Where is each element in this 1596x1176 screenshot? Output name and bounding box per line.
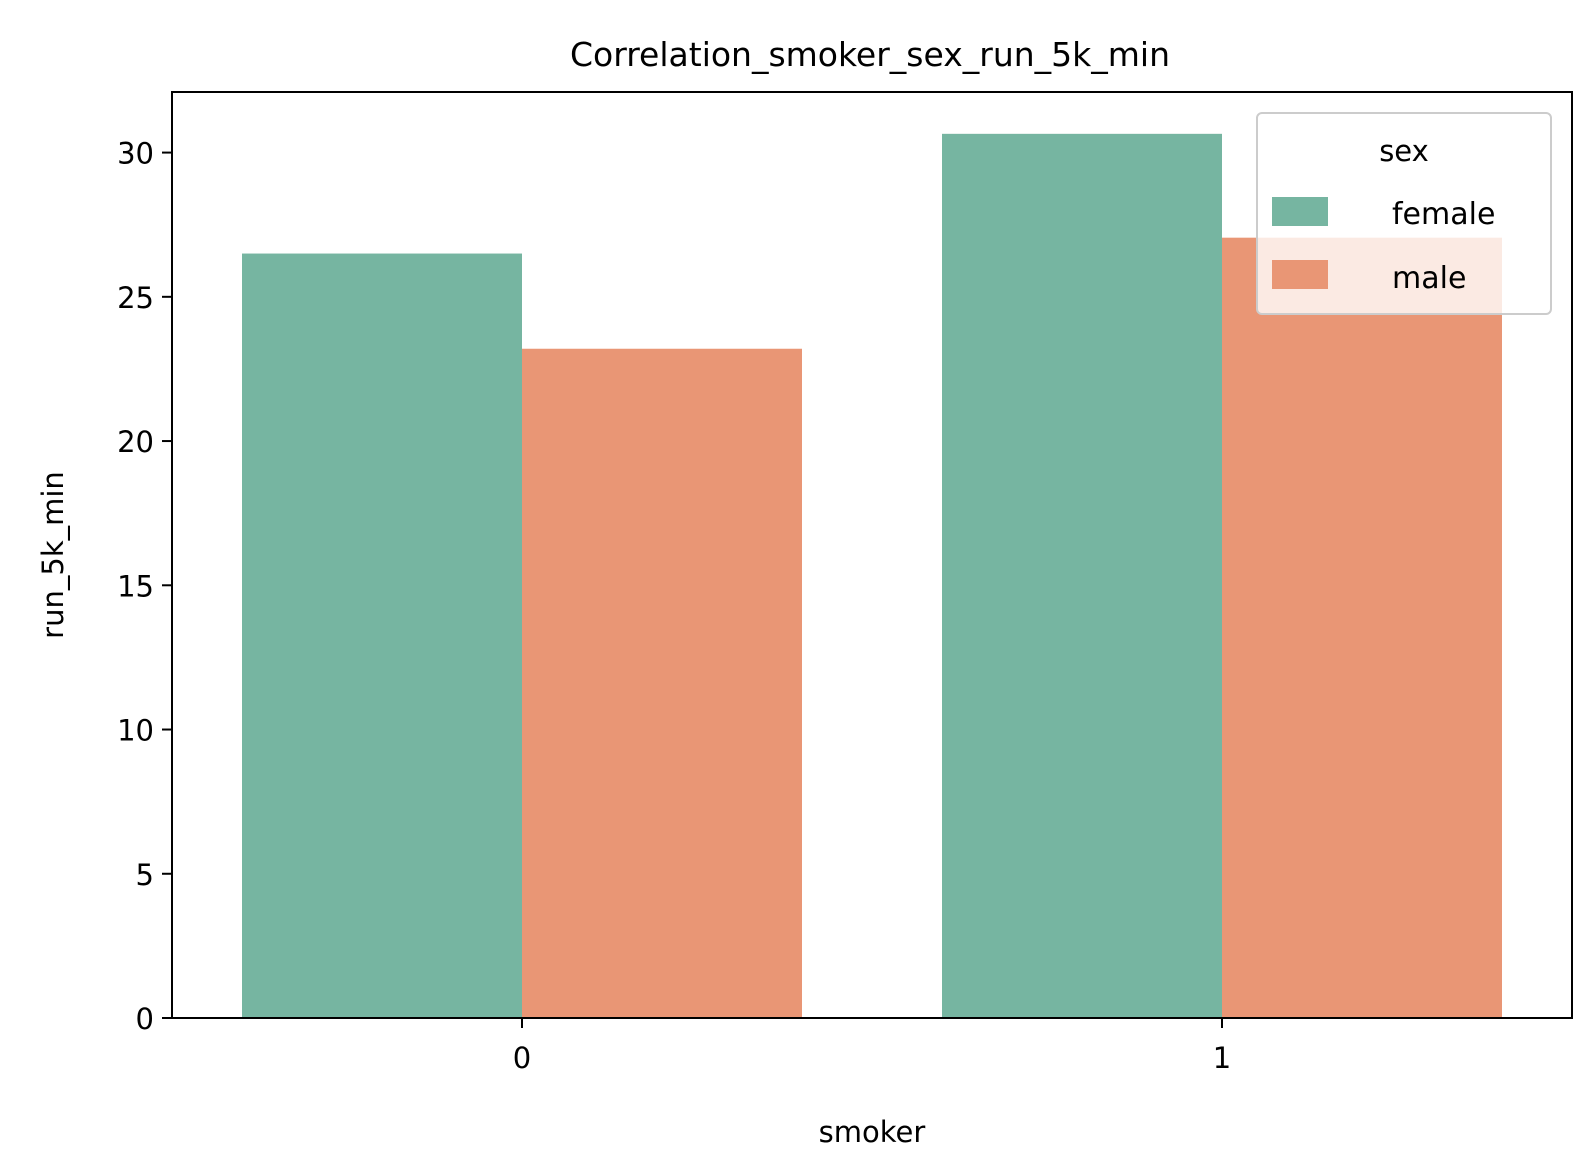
legend-title: sex: [1379, 134, 1429, 168]
x-axis-label: smoker: [819, 1115, 926, 1149]
bar-female-smoker-1: [942, 133, 1222, 1018]
legend: sex female male: [1256, 112, 1552, 315]
bars-group: [242, 133, 1502, 1018]
bar-male-smoker-0: [522, 348, 802, 1018]
y-tick-label-20: 20: [117, 425, 154, 459]
y-axis: 0 5 10 15 20 25 30: [117, 137, 172, 1036]
y-tick-label-30: 30: [117, 137, 154, 171]
x-tick-label-0: 0: [513, 1041, 531, 1075]
legend-box: [1256, 112, 1552, 315]
plot-frame: [171, 91, 1573, 1019]
x-tick-label-1: 1: [1213, 1041, 1231, 1075]
bar-male-smoker-1: [1222, 237, 1502, 1018]
legend-label-male: male: [1392, 261, 1466, 296]
y-axis-label: run_5k_min: [36, 471, 70, 639]
y-tick-label-10: 10: [117, 714, 154, 748]
chart-title: Correlation_smoker_sex_run_5k_min: [570, 35, 1170, 74]
legend-label-female: female: [1392, 197, 1495, 232]
y-tick-label-5: 5: [136, 858, 154, 892]
bar-female-smoker-0: [242, 253, 522, 1018]
legend-swatch-female: [1272, 197, 1328, 226]
y-tick-label-15: 15: [117, 569, 154, 603]
legend-swatch-male: [1272, 260, 1328, 289]
y-tick-label-25: 25: [117, 281, 154, 315]
y-tick-label-0: 0: [136, 1002, 154, 1036]
